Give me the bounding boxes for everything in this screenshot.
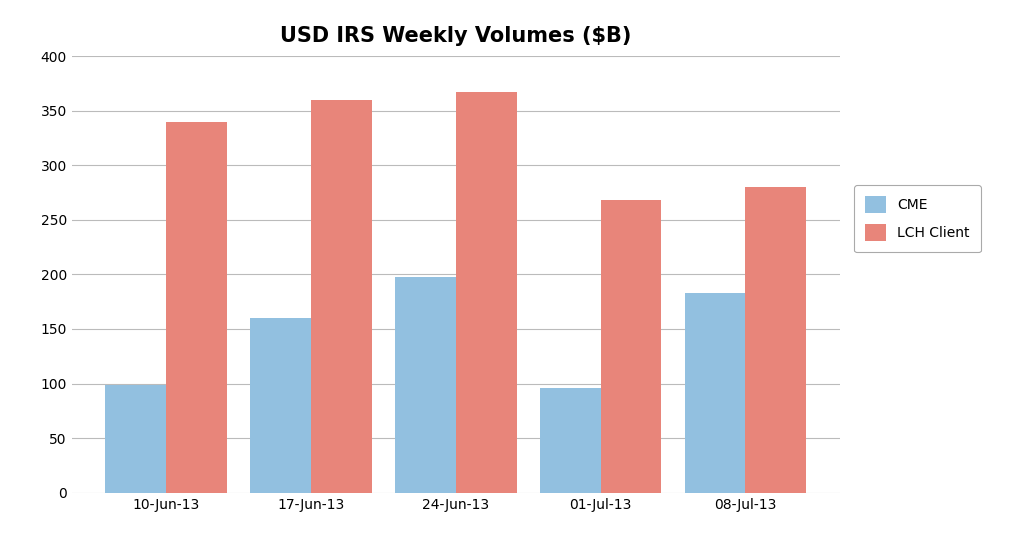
Legend: CME, LCH Client: CME, LCH Client bbox=[854, 185, 981, 253]
Bar bbox=[540, 388, 601, 493]
Bar bbox=[456, 92, 516, 493]
Bar bbox=[601, 200, 662, 493]
Bar bbox=[166, 122, 226, 493]
Bar bbox=[685, 293, 745, 493]
Bar bbox=[395, 277, 456, 493]
Bar bbox=[310, 100, 372, 493]
Bar bbox=[745, 187, 806, 493]
Bar bbox=[105, 385, 166, 493]
Bar bbox=[250, 318, 310, 493]
Title: USD IRS Weekly Volumes ($B): USD IRS Weekly Volumes ($B) bbox=[280, 26, 632, 46]
